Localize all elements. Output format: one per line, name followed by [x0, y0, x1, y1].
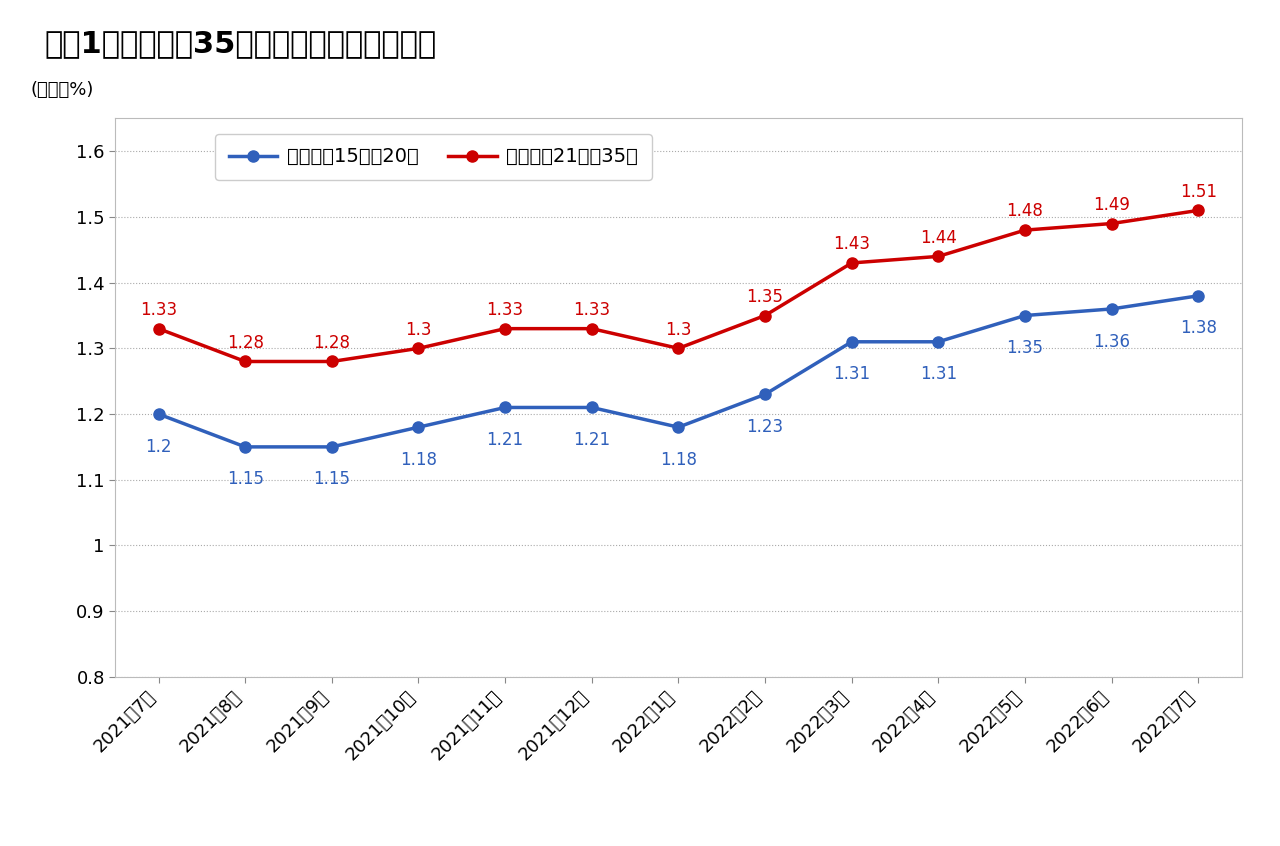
- Text: 図表1　フラット35の最低・最頻金利の推移: 図表1 フラット35の最低・最頻金利の推移: [45, 30, 436, 58]
- Text: 1.23: 1.23: [746, 418, 783, 436]
- Text: 1.15: 1.15: [227, 470, 264, 488]
- Text: 1.3: 1.3: [666, 321, 691, 338]
- Text: 1.49: 1.49: [1093, 195, 1130, 214]
- Text: 1.31: 1.31: [833, 365, 870, 383]
- Text: 1.33: 1.33: [486, 301, 524, 319]
- Text: 1.18: 1.18: [399, 451, 436, 469]
- Text: 1.3: 1.3: [406, 321, 431, 338]
- Text: 1.36: 1.36: [1093, 332, 1130, 350]
- Text: 1.35: 1.35: [746, 288, 783, 305]
- Text: 1.35: 1.35: [1006, 339, 1043, 357]
- Text: 1.33: 1.33: [140, 301, 177, 319]
- Text: 1.31: 1.31: [920, 365, 957, 383]
- Text: 1.18: 1.18: [660, 451, 696, 469]
- Text: 1.28: 1.28: [314, 334, 351, 352]
- Text: 1.28: 1.28: [227, 334, 264, 352]
- Text: 1.38: 1.38: [1180, 320, 1217, 338]
- Text: 1.48: 1.48: [1006, 202, 1043, 221]
- Text: 1.2: 1.2: [145, 437, 172, 456]
- Text: 1.21: 1.21: [573, 431, 611, 449]
- Text: 1.44: 1.44: [920, 228, 956, 247]
- Text: (単位：%): (単位：%): [31, 81, 95, 99]
- Text: 1.51: 1.51: [1180, 183, 1217, 201]
- Text: 1.33: 1.33: [573, 301, 611, 319]
- Legend: 返済期間15年～20年, 返済期間21年～35年: 返済期間15年～20年, 返済期間21年～35年: [215, 134, 652, 180]
- Text: 1.21: 1.21: [486, 431, 524, 449]
- Text: 1.15: 1.15: [314, 470, 351, 488]
- Text: 1.43: 1.43: [833, 235, 870, 253]
